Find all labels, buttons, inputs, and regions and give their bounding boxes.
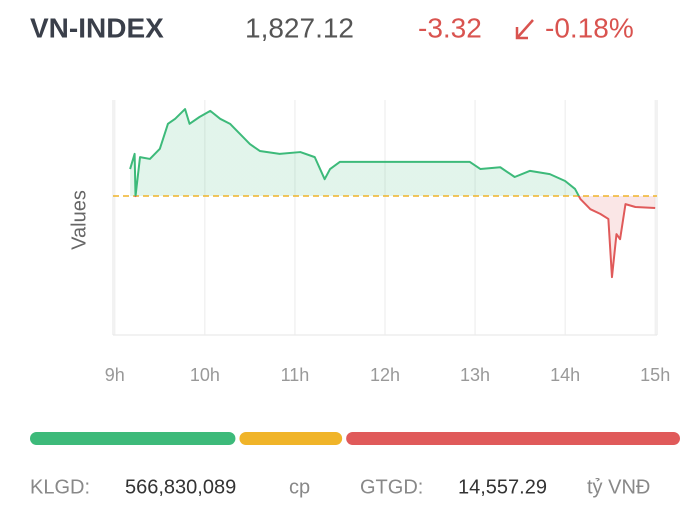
index-change: -3.32 <box>418 12 482 43</box>
x-tick-label: 14h <box>550 365 580 385</box>
volume-unit: cp <box>289 476 310 498</box>
index-price: 1,827.12 <box>245 12 354 43</box>
x-tick-label: 11h <box>281 365 310 385</box>
index-change-percent: -0.18% <box>545 12 634 43</box>
x-tick-label: 9h <box>105 365 125 385</box>
price-line <box>129 108 656 279</box>
x-tick-label: 10h <box>190 365 220 385</box>
volume: 566,830,089 <box>125 476 236 498</box>
x-tick-label: 13h <box>460 365 490 385</box>
x-tick-label: 15h <box>640 365 670 385</box>
trade-value: 14,557.29 <box>458 476 547 498</box>
down-arrow <box>515 19 534 40</box>
y-axis-label: Values <box>68 190 90 250</box>
x-tick-label: 12h <box>370 365 400 385</box>
area <box>130 109 656 278</box>
breadth-segment <box>346 432 680 445</box>
volume-label: KLGD: <box>30 476 90 498</box>
breadth-segment <box>30 432 236 445</box>
breadth-segment <box>239 432 343 445</box>
value-unit: tỷ VNĐ <box>587 476 650 498</box>
value-label: GTGD: <box>360 476 423 498</box>
index-title: VN-INDEX <box>30 12 164 43</box>
